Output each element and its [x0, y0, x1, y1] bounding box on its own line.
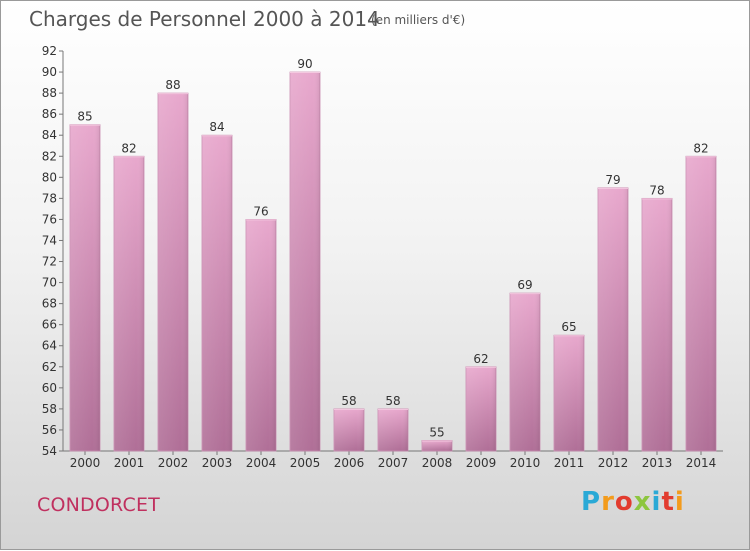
logo-letter: r: [601, 487, 615, 517]
bar-shade: [510, 293, 540, 451]
bar-value-label: 58: [341, 394, 356, 408]
bar-shade: [246, 219, 276, 451]
bar-value-label: 90: [297, 57, 312, 71]
bar-shade: [686, 156, 716, 451]
logo-letter: P: [581, 487, 602, 517]
x-tick-label: 2003: [202, 456, 233, 470]
x-tick-label: 2008: [422, 456, 453, 470]
proxiti-logo: Proxiti: [581, 487, 685, 517]
bar-value-label: 82: [121, 141, 136, 155]
y-tick-label: 88: [42, 86, 57, 100]
logo-letter: i: [674, 487, 685, 517]
x-tick-label: 2012: [598, 456, 629, 470]
y-tick-label: 68: [42, 297, 57, 311]
y-tick-label: 58: [42, 402, 57, 416]
logo-letter: x: [633, 487, 652, 517]
chart-title: Charges de Personnel 2000 à 2014: [29, 7, 380, 31]
bar-shade: [290, 72, 320, 451]
x-tick-label: 2004: [246, 456, 277, 470]
x-tick-label: 2006: [334, 456, 365, 470]
y-tick-label: 70: [42, 276, 57, 290]
bar-shade: [466, 366, 496, 451]
y-tick-label: 90: [42, 65, 57, 79]
bar-shade: [202, 135, 232, 452]
y-tick-label: 60: [42, 381, 57, 395]
bar-value-label: 79: [605, 173, 620, 187]
bar-shade: [334, 408, 364, 451]
y-tick-label: 74: [42, 233, 57, 247]
logo-letter: t: [661, 487, 675, 517]
bar-shade: [642, 198, 672, 451]
logo-letter: i: [651, 487, 662, 517]
y-tick-label: 86: [42, 107, 57, 121]
x-tick-label: 2010: [510, 456, 541, 470]
bar-value-label: 84: [209, 120, 224, 134]
y-tick-label: 78: [42, 191, 57, 205]
bar-value-label: 82: [693, 141, 708, 155]
bar-shade: [378, 408, 408, 451]
x-tick-label: 2014: [686, 456, 717, 470]
y-tick-label: 76: [42, 212, 57, 226]
chart-unit: (en milliers d'€): [371, 13, 466, 27]
x-tick-label: 2000: [70, 456, 101, 470]
bar-shade: [114, 156, 144, 451]
y-tick-label: 54: [42, 444, 57, 458]
x-tick-label: 2009: [466, 456, 497, 470]
y-tick-label: 62: [42, 360, 57, 374]
bar-value-label: 58: [385, 394, 400, 408]
y-tick-label: 84: [42, 128, 57, 142]
y-tick-label: 66: [42, 318, 57, 332]
y-tick-label: 80: [42, 170, 57, 184]
logo-letter: o: [614, 487, 634, 517]
y-tick-label: 56: [42, 423, 57, 437]
bar-value-label: 78: [649, 183, 664, 197]
x-tick-label: 2011: [554, 456, 585, 470]
bar-value-label: 55: [429, 425, 444, 439]
commune-name: CONDORCET: [37, 494, 160, 516]
bar-value-label: 85: [77, 110, 92, 124]
bar-value-label: 69: [517, 278, 532, 292]
bar-shade: [70, 124, 100, 452]
x-tick-label: 2001: [114, 456, 145, 470]
bar-value-label: 62: [473, 352, 488, 366]
bar-shade: [598, 187, 628, 451]
y-tick-label: 72: [42, 255, 57, 269]
x-tick-label: 2007: [378, 456, 409, 470]
y-tick-label: 82: [42, 149, 57, 163]
bar-shade: [554, 335, 584, 451]
y-tick-label: 64: [42, 339, 57, 353]
bar-shade: [422, 440, 452, 451]
bar-value-label: 76: [253, 204, 268, 218]
x-tick-label: 2013: [642, 456, 673, 470]
x-tick-label: 2005: [290, 456, 321, 470]
bar-value-label: 88: [165, 78, 180, 92]
bar-shade: [158, 93, 188, 452]
bar-value-label: 65: [561, 320, 576, 334]
y-tick-label: 92: [42, 44, 57, 58]
x-tick-label: 2002: [158, 456, 189, 470]
